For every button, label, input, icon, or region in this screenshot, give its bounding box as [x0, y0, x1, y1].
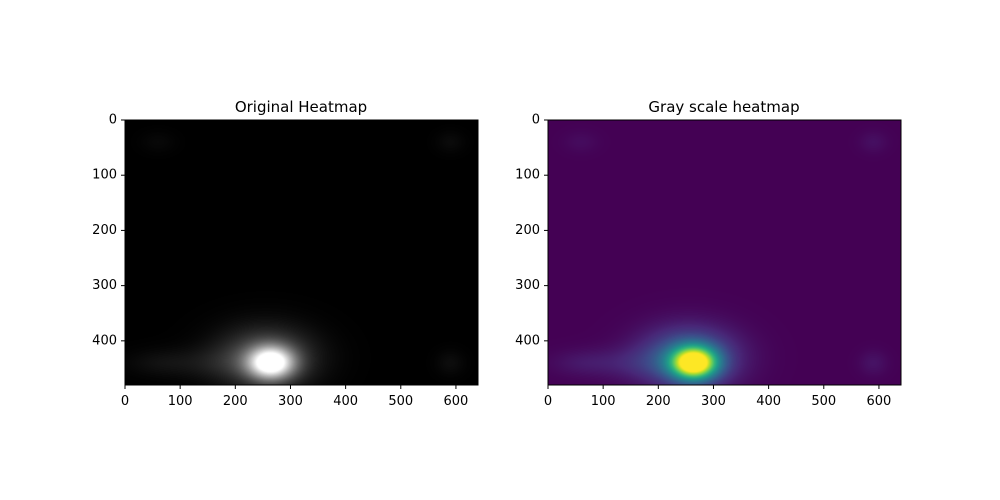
y-tick-label: 200 [515, 223, 540, 238]
y-tick-label: 0 [109, 113, 117, 128]
heatmap-image [125, 120, 478, 385]
heatmap-image-area [125, 120, 478, 385]
y-axis: 0 100 200 300 400 [92, 113, 125, 348]
x-tick-label: 100 [591, 394, 616, 409]
y-tick-label: 300 [515, 278, 540, 293]
plot-frame [547, 119, 902, 386]
x-tick-label: 600 [444, 394, 469, 409]
x-tick-label: 400 [756, 394, 781, 409]
x-tick-label: 400 [333, 394, 358, 409]
heatmap-panel-grayscale: Gray scale heatmap 0 100 200 300 400 500 600 0… [515, 98, 902, 409]
y-axis: 0 100 200 300 400 [515, 113, 548, 348]
x-tick-label: 300 [278, 394, 303, 409]
x-tick-label: 200 [646, 394, 671, 409]
y-tick-label: 300 [92, 278, 117, 293]
heatmap-panel-original: Original Heatmap 0 100 200 300 400 500 600 0 10… [92, 98, 479, 409]
heatmap-image-area [548, 120, 901, 385]
x-tick-label: 100 [168, 394, 193, 409]
y-tick-label: 0 [532, 113, 540, 128]
x-tick-label: 500 [388, 394, 413, 409]
heatmap-image [548, 120, 901, 385]
y-tick-label: 100 [92, 168, 117, 183]
y-tick-label: 200 [92, 223, 117, 238]
y-tick-label: 400 [92, 333, 117, 348]
x-axis: 0 100 200 300 400 500 600 [544, 385, 891, 409]
x-axis: 0 100 200 300 400 500 600 [121, 385, 468, 409]
x-tick-label: 0 [121, 394, 129, 409]
y-tick-label: 100 [515, 168, 540, 183]
plot-frame [124, 119, 479, 386]
x-tick-label: 600 [867, 394, 892, 409]
x-tick-label: 200 [223, 394, 248, 409]
x-tick-label: 500 [811, 394, 836, 409]
x-tick-label: 0 [544, 394, 552, 409]
chart-title: Original Heatmap [235, 98, 367, 116]
x-tick-label: 300 [701, 394, 726, 409]
chart-title: Gray scale heatmap [648, 98, 799, 116]
y-tick-label: 400 [515, 333, 540, 348]
